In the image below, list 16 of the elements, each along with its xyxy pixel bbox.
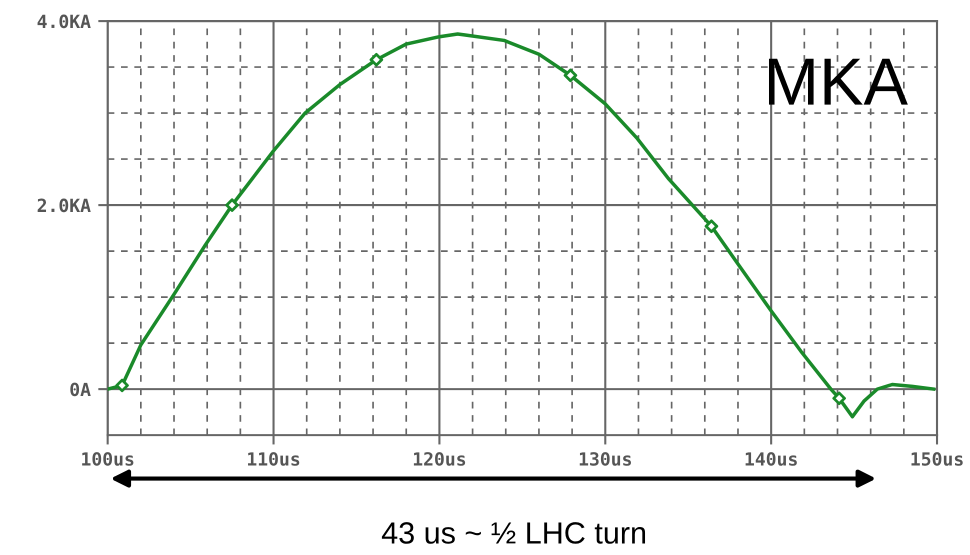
point <box>370 52 384 66</box>
x-tick-label: 130us <box>580 452 631 466</box>
point <box>564 68 578 82</box>
x-tick-label: 150us <box>912 452 963 466</box>
y-tick-label: 0A <box>70 382 91 396</box>
x-tick-label: 120us <box>414 452 466 466</box>
text: 43 us ~ ½ LHC turn <box>382 522 646 544</box>
x-tick-label: 100us <box>82 452 134 466</box>
x-tick-label: 140us <box>746 452 797 466</box>
y-tick-label: 2.0KA <box>38 198 91 212</box>
point <box>115 378 129 392</box>
y-tick-label: 4.0KA <box>38 14 91 28</box>
point <box>225 198 239 212</box>
point <box>704 219 718 234</box>
point <box>832 392 846 406</box>
x-tick-label: 110us <box>248 452 300 466</box>
